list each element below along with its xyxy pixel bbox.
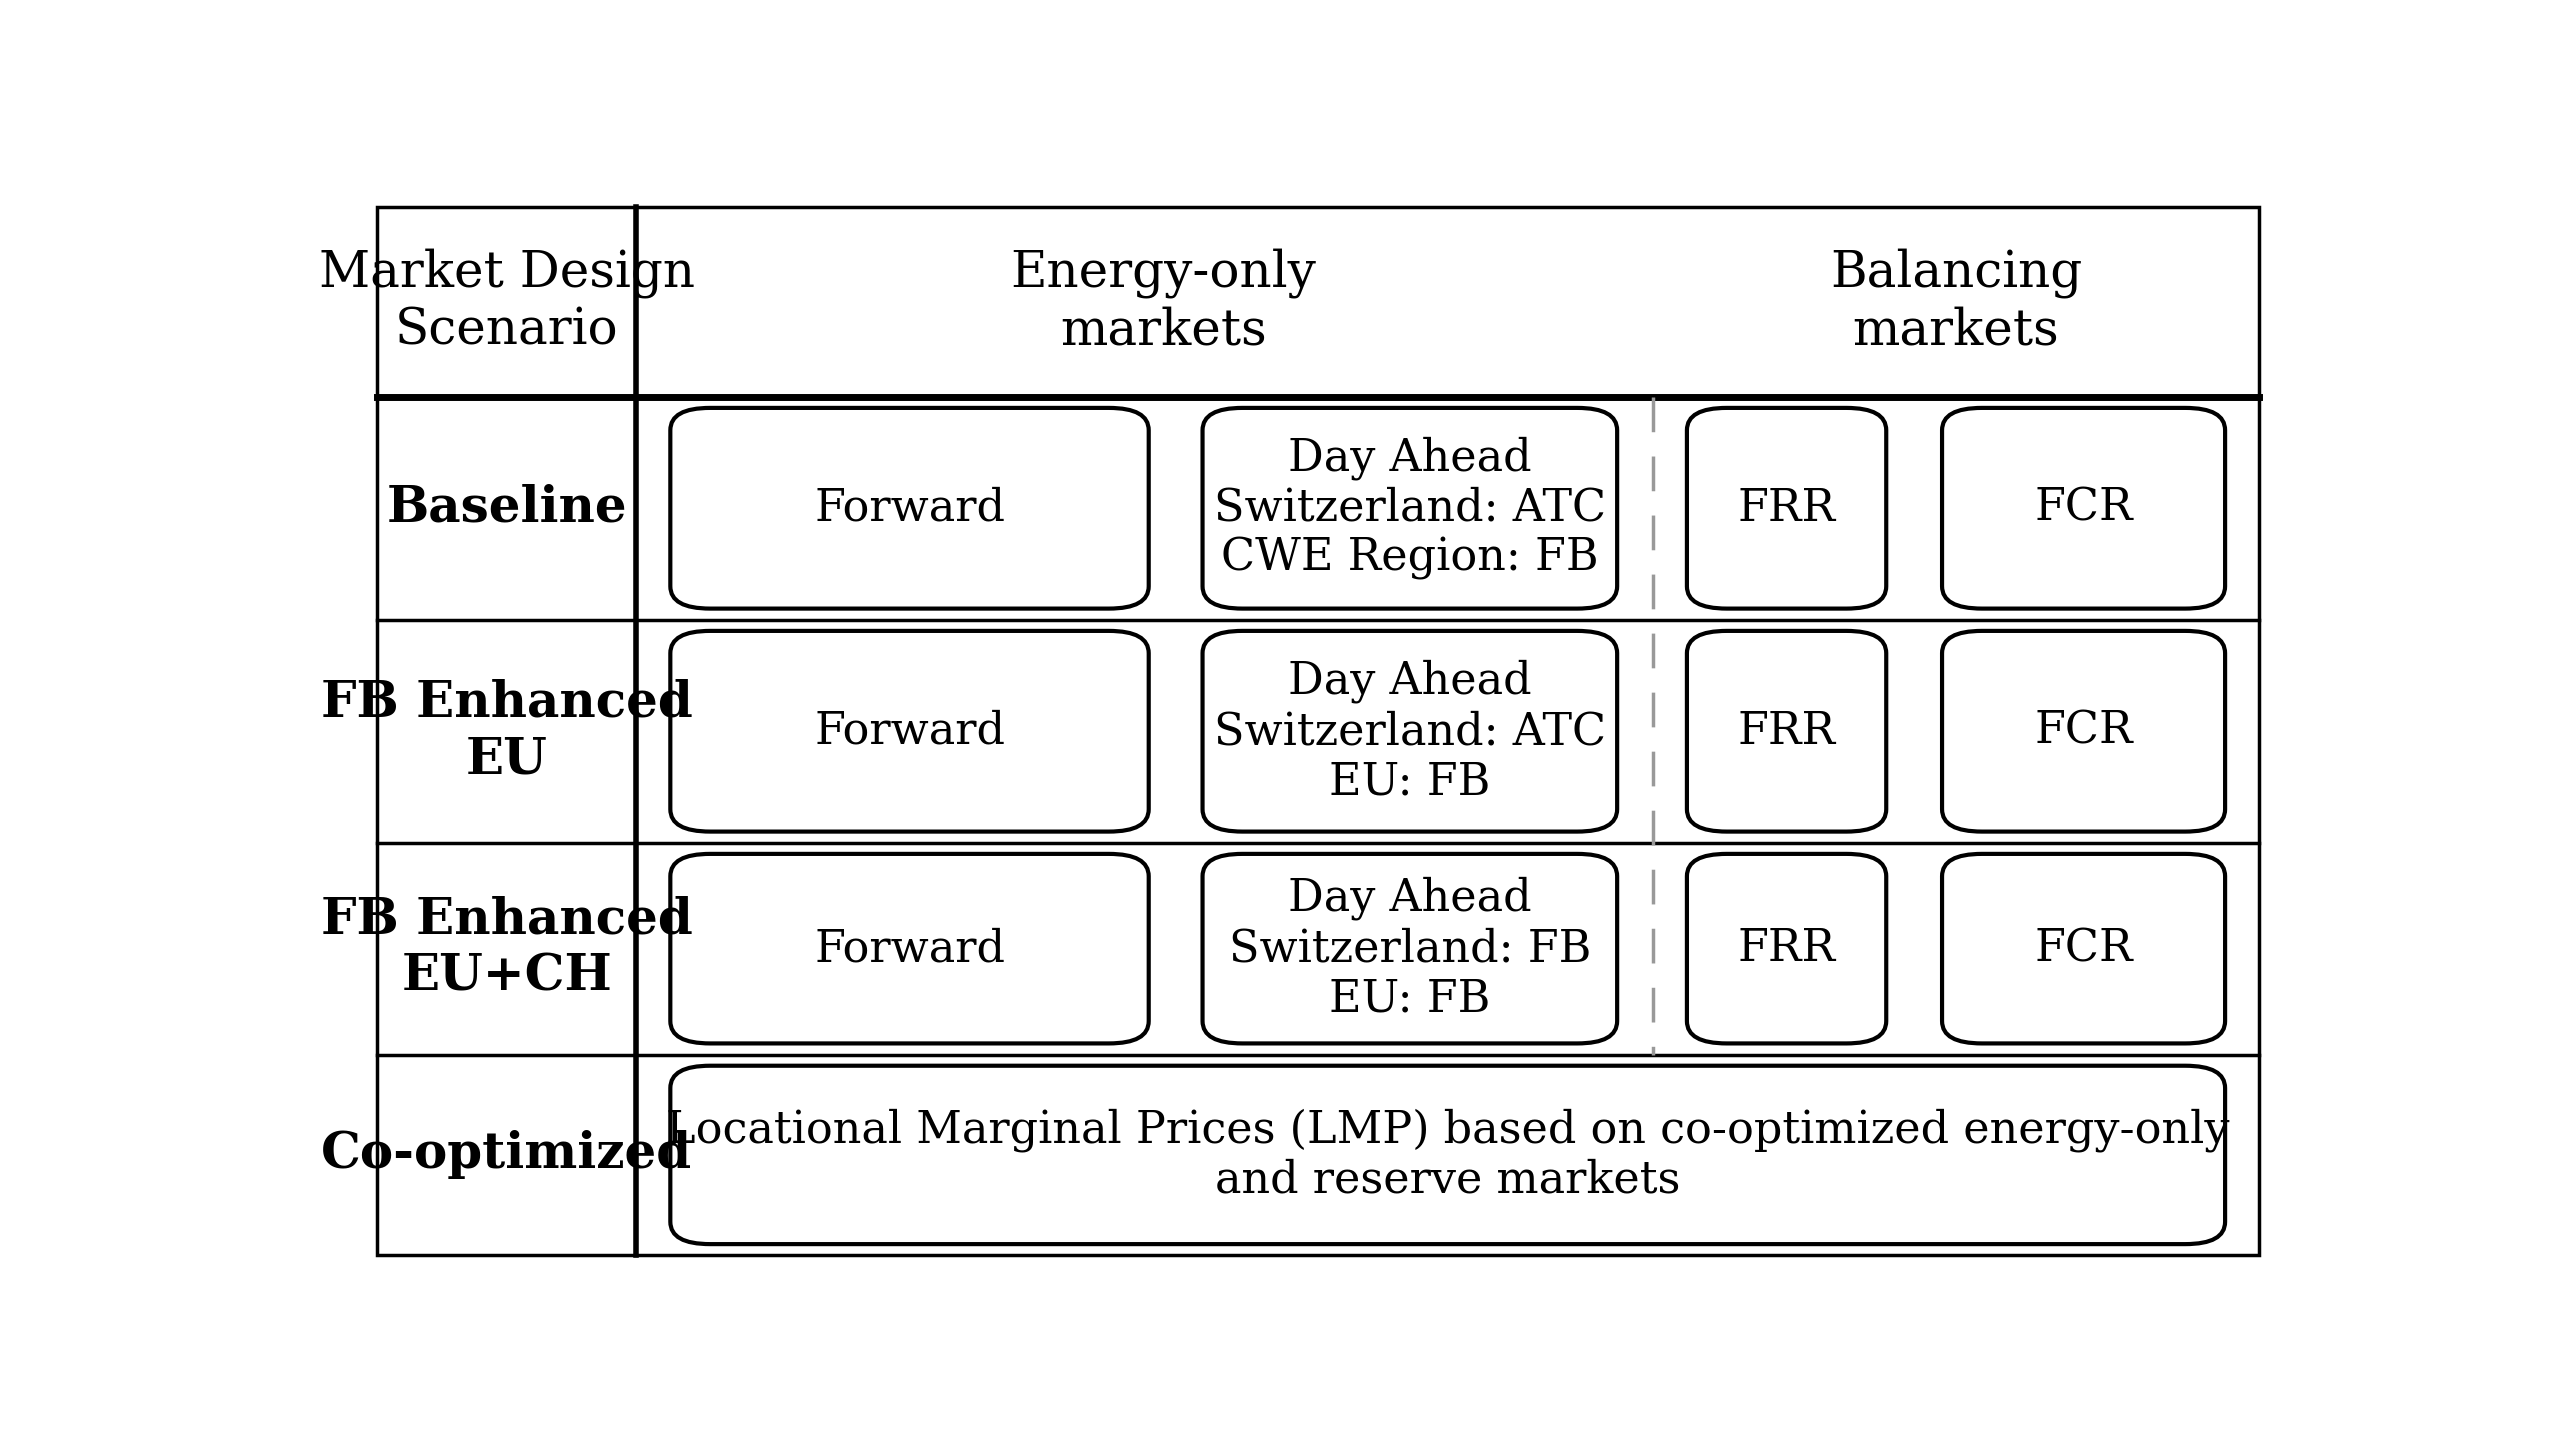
- Text: Energy-only
markets: Energy-only markets: [1011, 249, 1317, 356]
- Text: Co-optimized: Co-optimized: [322, 1131, 692, 1180]
- FancyBboxPatch shape: [1687, 854, 1885, 1044]
- FancyBboxPatch shape: [1942, 631, 2225, 831]
- Text: Forward: Forward: [813, 487, 1006, 530]
- Text: Day Ahead
Switzerland: ATC
CWE Region: FB: Day Ahead Switzerland: ATC CWE Region: F…: [1214, 436, 1605, 581]
- Text: FCR: FCR: [2034, 927, 2132, 970]
- Text: FRR: FRR: [1739, 710, 1836, 753]
- Text: FRR: FRR: [1739, 487, 1836, 530]
- Text: Baseline: Baseline: [386, 484, 628, 533]
- Text: FB Enhanced
EU+CH: FB Enhanced EU+CH: [322, 896, 692, 1002]
- FancyBboxPatch shape: [1687, 631, 1885, 831]
- Text: Day Ahead
Switzerland: ATC
EU: FB: Day Ahead Switzerland: ATC EU: FB: [1214, 659, 1605, 804]
- Text: FCR: FCR: [2034, 487, 2132, 530]
- Text: FRR: FRR: [1739, 927, 1836, 970]
- Text: FB Enhanced
EU: FB Enhanced EU: [322, 679, 692, 783]
- FancyBboxPatch shape: [378, 207, 2258, 1255]
- Text: Forward: Forward: [813, 927, 1006, 970]
- FancyBboxPatch shape: [671, 631, 1150, 831]
- FancyBboxPatch shape: [1942, 408, 2225, 608]
- FancyBboxPatch shape: [1942, 854, 2225, 1044]
- FancyBboxPatch shape: [1204, 408, 1618, 608]
- FancyBboxPatch shape: [671, 1066, 2225, 1244]
- Text: Balancing
markets: Balancing markets: [1829, 249, 2083, 356]
- Text: Locational Marginal Prices (LMP) based on co-optimized energy-only
and reserve m: Locational Marginal Prices (LMP) based o…: [666, 1108, 2230, 1202]
- Text: Day Ahead
Switzerland: FB
EU: FB: Day Ahead Switzerland: FB EU: FB: [1229, 877, 1592, 1021]
- FancyBboxPatch shape: [671, 854, 1150, 1044]
- FancyBboxPatch shape: [1204, 854, 1618, 1044]
- FancyBboxPatch shape: [1687, 408, 1885, 608]
- Text: Market Design
Scenario: Market Design Scenario: [319, 249, 694, 356]
- FancyBboxPatch shape: [1204, 631, 1618, 831]
- Text: FCR: FCR: [2034, 710, 2132, 753]
- FancyBboxPatch shape: [671, 408, 1150, 608]
- Text: Forward: Forward: [813, 710, 1006, 753]
